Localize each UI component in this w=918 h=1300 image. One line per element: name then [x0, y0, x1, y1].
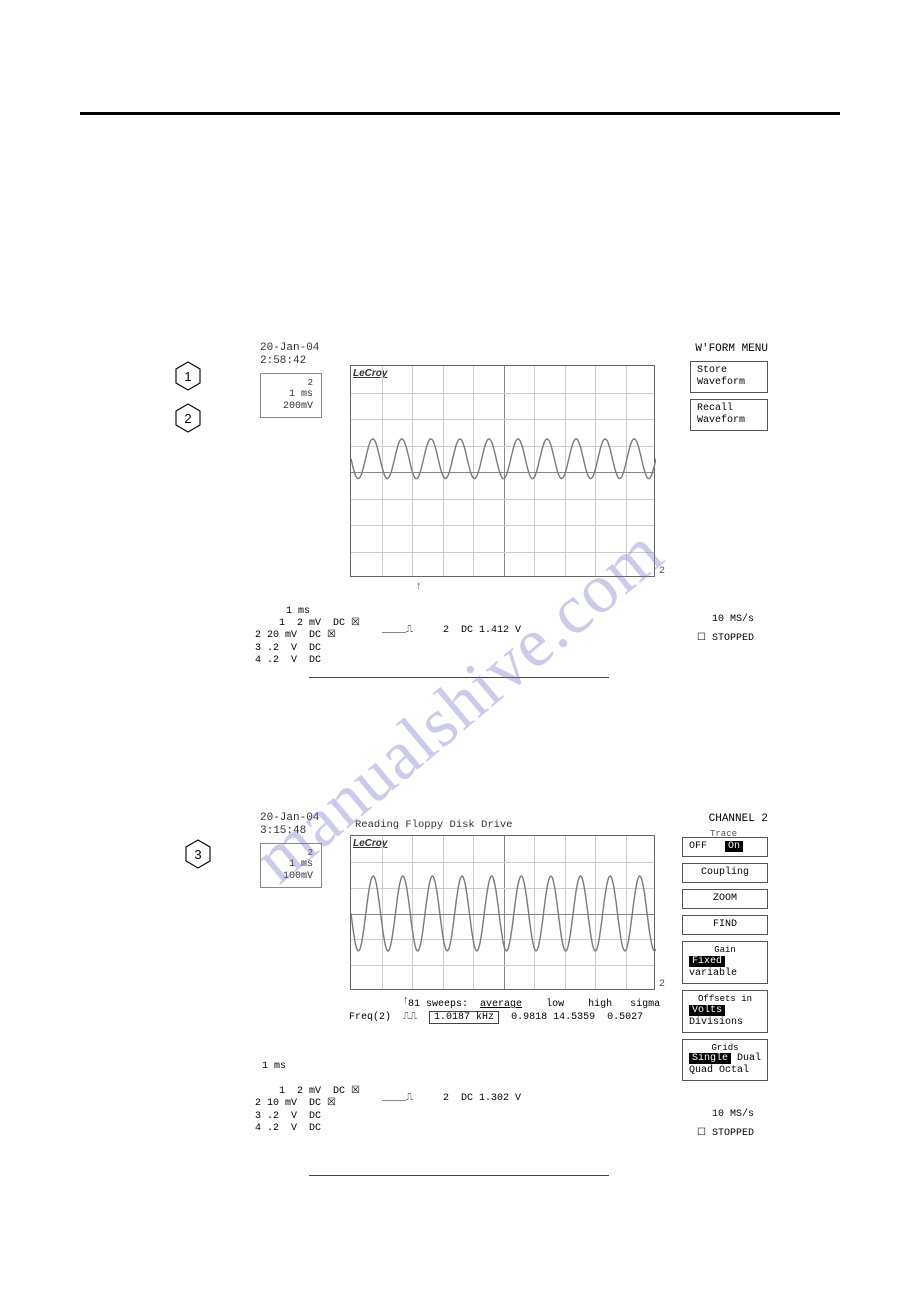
off-lbl: OFF: [689, 841, 707, 852]
scope-2-channels: 1 2 mV DC ☒2 10 mV DC ☒ 3 .2 V DC4 .2 V D…: [255, 1073, 360, 1148]
scope-1-status-txt: STOPPED: [712, 633, 754, 644]
scope-1-menu: W'FORM MENU Store Waveform Recall Wavefo…: [690, 343, 768, 437]
badge-1-label: 1: [173, 361, 203, 391]
grids-lbl: Grids: [689, 1043, 761, 1054]
recall-waveform-button[interactable]: Recall Waveform: [690, 399, 768, 431]
scope-2-ch4: 4 .2 V DC: [255, 1123, 321, 1134]
scope-2-dc-val: 2 DC 1.302 V: [443, 1093, 521, 1104]
on-lbl: On: [725, 841, 743, 852]
scope-1-dc-val: 2 DC 1.412 V: [443, 625, 521, 636]
scope-2-ch3: 3 .2 V DC: [255, 1111, 321, 1122]
gain-fixed: Fixed: [689, 956, 725, 967]
reading-floppy-msg: Reading Floppy Disk Drive: [355, 819, 513, 831]
scope-1-channels: 1 2 mV DC ☒2 20 mV DC ☒ 3 .2 V DC4 .2 V D…: [255, 605, 360, 680]
figure-1: 1 2 20-Jan-04 2:58:42 2 1 ms 200mV LeCro…: [0, 337, 918, 697]
scope-1-ch4: 4 .2 V DC: [255, 655, 321, 666]
avg-lbl: average: [480, 999, 522, 1010]
scope-1-ch3: 3 .2 V DC: [255, 643, 321, 654]
scope-2-ch1: 1 2 mV DC ☒: [279, 1086, 360, 1097]
scope-1-info1: 1 ms: [265, 389, 313, 401]
scope-2-info1: 1 ms: [265, 859, 313, 871]
scope-1-ch2: 2 20 mV DC ☒: [255, 630, 336, 641]
badge-2: 2: [173, 403, 203, 433]
zoom-button[interactable]: ZOOM: [682, 889, 768, 909]
scope-1-date: 20-Jan-04: [260, 342, 322, 355]
scope-2-grid: LeCroy: [350, 835, 655, 990]
grid2-ch2-mark: 2: [659, 979, 665, 990]
figure-2: 3 20-Jan-04 3:15:48 2 1 ms 100mV Reading…: [0, 807, 918, 1207]
offsets-lbl: Offsets in: [689, 994, 761, 1005]
freq-lbl: Freq(2): [349, 1012, 391, 1023]
scope-2-sweeps-header: 81 sweeps: average low high sigma: [408, 999, 660, 1010]
grid1-trigger-arrow: ↑: [416, 580, 422, 592]
scope-2-ch2: 2 10 mV DC ☒: [255, 1098, 336, 1109]
find-button[interactable]: FIND: [682, 915, 768, 935]
scope-2-freq-row: Freq(2) ⎍⎍ 1.0187 kHz 0.9818 14.5359 0.5…: [349, 1011, 643, 1023]
badge-2-label: 2: [173, 403, 203, 433]
scope-1-status: ☐ STOPPED: [697, 632, 754, 644]
scope-1-info2: 200mV: [265, 401, 313, 413]
grids-button[interactable]: Grids Single Dual Quad Octal: [682, 1039, 768, 1082]
scope-1-ch1: 1 2 mV DC ☒: [279, 618, 360, 629]
coupling-button[interactable]: Coupling: [682, 863, 768, 883]
low-lbl: low: [546, 999, 564, 1010]
badge-1: 1: [173, 361, 203, 391]
scope-2-infobox: 2 1 ms 100mV: [260, 843, 322, 888]
gain-lbl: Gain: [689, 945, 761, 956]
gain-button[interactable]: Gain Fixed variable: [682, 941, 768, 984]
high-val: 14.5359: [553, 1012, 595, 1023]
scope-2-status-txt: STOPPED: [712, 1128, 754, 1139]
scope-2-status: ☐ STOPPED: [697, 1127, 754, 1139]
grids-quad: Quad Octal: [689, 1065, 749, 1076]
scope-1-dc: ____⎍ 2 DC 1.412 V: [382, 625, 521, 638]
off-div: Divisions: [689, 1017, 743, 1028]
figure-1-caption: [309, 677, 609, 690]
trace-label: Trace: [710, 829, 737, 839]
low-val: 0.9818: [511, 1012, 547, 1023]
scope-2-timestamp: 20-Jan-04 3:15:48 2 1 ms 100mV: [260, 812, 322, 888]
scope-2-date: 20-Jan-04: [260, 812, 322, 825]
scope-2-dc: ____⎍ 2 DC 1.302 V: [382, 1093, 521, 1106]
scope-2-menu: CHANNEL 2 Trace OFF On Coupling ZOOM FIN…: [682, 813, 768, 1087]
offsets-button[interactable]: Offsets in Volts Divisions: [682, 990, 768, 1033]
scope-2-btm-time: 1 ms: [262, 1061, 286, 1074]
trace-onoff-button[interactable]: OFF On: [682, 837, 768, 857]
scope-1-infobox: 2 1 ms 200mV: [260, 373, 322, 418]
scope-1-menu-title: W'FORM MENU: [690, 343, 768, 355]
figure-2-caption: [309, 1175, 609, 1188]
recall-waveform-l1: Recall: [697, 403, 733, 414]
off-volts: Volts: [689, 1005, 725, 1016]
store-waveform-button[interactable]: Store Waveform: [690, 361, 768, 393]
scope-1-rate: 10 MS/s: [712, 614, 754, 625]
page-divider: [80, 112, 840, 115]
store-waveform-l2: Waveform: [697, 377, 745, 388]
scope-1-grid: LeCroy: [350, 365, 655, 577]
sweeps-lbl: 81 sweeps:: [408, 999, 468, 1010]
sigma-val: 0.5027: [607, 1012, 643, 1023]
high-lbl: high: [588, 999, 612, 1010]
badge-3-label: 3: [183, 839, 213, 869]
avg-val: 1.0187 kHz: [429, 1011, 499, 1024]
scope-1-timestamp: 20-Jan-04 2:58:42 2 1 ms 200mV: [260, 342, 322, 418]
gain-var: variable: [689, 968, 737, 979]
scope-2-info2: 100mV: [265, 871, 313, 883]
grid1-ch2-mark: 2: [659, 566, 665, 577]
scope-1-time: 2:58:42: [260, 355, 322, 368]
scope-2-menu-title: CHANNEL 2: [682, 813, 768, 825]
sigma-lbl: sigma: [630, 999, 660, 1010]
grids-single: Single: [689, 1053, 731, 1064]
store-waveform-l1: Store: [697, 365, 727, 376]
grids-dual: Dual: [737, 1053, 761, 1064]
scope-2-rate: 10 MS/s: [712, 1109, 754, 1120]
recall-waveform-l2: Waveform: [697, 415, 745, 426]
scope-2-time: 3:15:48: [260, 825, 322, 838]
badge-3: 3: [183, 839, 213, 869]
